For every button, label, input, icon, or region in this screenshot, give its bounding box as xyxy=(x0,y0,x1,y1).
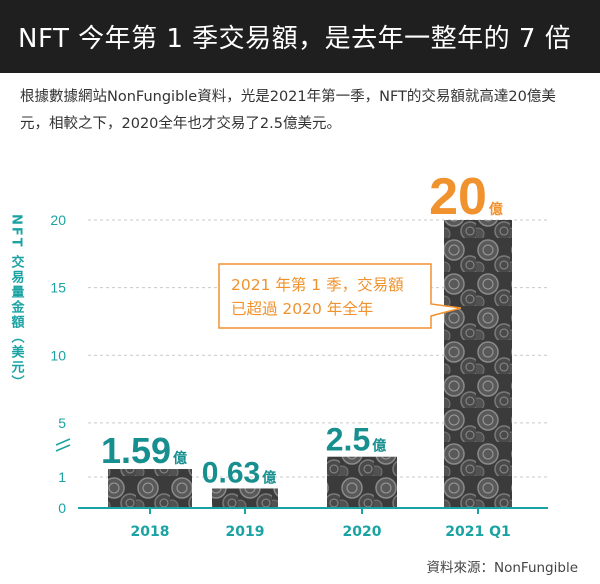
y-tick-label: 1 xyxy=(58,469,66,485)
data-label-2018: 1.59 億 xyxy=(101,430,187,471)
y-tick-label: 15 xyxy=(50,280,66,296)
data-label-2019: 0.63 億 xyxy=(202,456,276,489)
bar-2018 xyxy=(108,469,192,508)
y-tick-label: 0 xyxy=(58,500,66,516)
axis-break xyxy=(55,444,71,452)
y-tick-label: 10 xyxy=(50,347,66,363)
annotation-text: 2021 年第 1 季，交易額 xyxy=(231,276,404,294)
x-tick-label: 2020 xyxy=(343,524,382,540)
bar-2019 xyxy=(212,488,278,508)
x-tick-label: 2021 Q1 xyxy=(445,524,510,540)
source-note: 資料來源：NonFungible xyxy=(426,560,579,576)
data-label-2020: 2.5 億 xyxy=(326,422,386,458)
annotation-callout xyxy=(218,263,462,329)
description: 根據數據網站NonFungible資料，光是2021年第一季，NFT的交易額就高… xyxy=(20,89,556,132)
page-title: NFT 今年第 1 季交易額，是去年一整年的 7 倍 xyxy=(0,0,600,73)
x-tick-label: 2018 xyxy=(131,524,170,540)
data-label-2021-q1: 20 億 xyxy=(429,168,503,226)
axis-break xyxy=(55,438,71,446)
annotation-text: 已超過 2020 年全年 xyxy=(231,300,373,318)
y-tick-label: 5 xyxy=(58,415,66,431)
bar-2021-q1 xyxy=(444,220,512,508)
bar-2020 xyxy=(327,456,397,508)
x-tick-label: 2019 xyxy=(226,524,265,540)
y-axis-label: NFT 交易量金額（美元） xyxy=(9,214,26,390)
y-tick-label: 20 xyxy=(50,212,66,228)
